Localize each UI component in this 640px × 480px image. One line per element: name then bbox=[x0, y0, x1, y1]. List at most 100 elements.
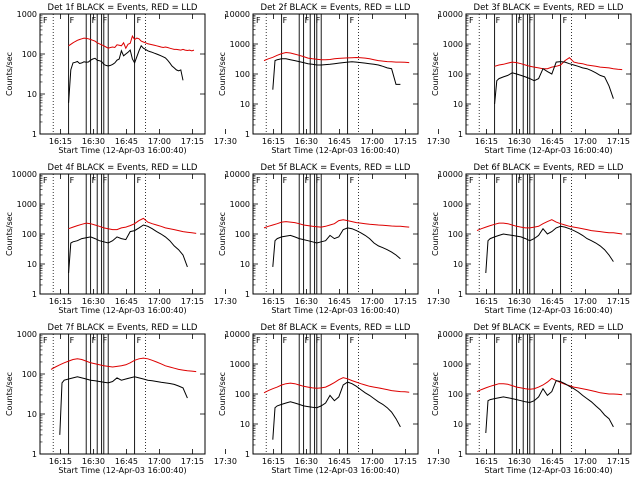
interval-label: F bbox=[529, 176, 534, 185]
chart-svg-8: Det 8f BLACK = Events, RED = LLD 1 10 100 10… bbox=[218, 323, 450, 475]
chart-panel-7: Det 7f BLACK = Events, RED = LLD 1 10 100 10… bbox=[0, 320, 237, 480]
interval-label: F bbox=[305, 16, 310, 25]
y-tick-label: 10000 bbox=[225, 170, 250, 179]
y-tick-label: 100 bbox=[235, 70, 250, 79]
interval-label: F bbox=[529, 336, 534, 345]
y-tick-label: 1000 bbox=[230, 360, 250, 369]
x-tick-label: 16:45 bbox=[541, 297, 564, 306]
interval-label: F bbox=[316, 336, 321, 345]
y-tick-label: 100 bbox=[448, 230, 463, 239]
plot-frame bbox=[252, 173, 419, 295]
interval-label: F bbox=[70, 176, 75, 185]
x-tick-label: 16:30 bbox=[82, 297, 105, 306]
series-line-lld bbox=[68, 34, 195, 52]
interval-label: F bbox=[137, 336, 142, 345]
y-tick-label: 100 bbox=[22, 370, 37, 379]
y-tick-label: 1 bbox=[458, 290, 463, 299]
chart-svg-2: Det 2f BLACK = Events, RED = LLD 1 10 100 10… bbox=[218, 3, 450, 155]
y-tick-label: 10 bbox=[240, 100, 250, 109]
interval-label: F bbox=[43, 336, 48, 345]
y-axis-label: Counts/sec bbox=[218, 212, 227, 256]
interval-label: F bbox=[563, 336, 568, 345]
x-tick-label: 16:45 bbox=[115, 137, 138, 146]
y-tick-label: 10000 bbox=[12, 170, 37, 179]
y-tick-label: 10000 bbox=[225, 10, 250, 19]
x-tick-label: 17:15 bbox=[607, 457, 630, 466]
x-axis-label: Start Time (12-Apr-03 16:00:40) bbox=[484, 146, 612, 155]
plot-frame bbox=[39, 173, 206, 295]
chart-panel-9: Det 9f BLACK = Events, RED = LLD 1 10 100 10… bbox=[426, 320, 640, 480]
x-tick-label: 17:00 bbox=[361, 137, 384, 146]
x-tick-label: 16:15 bbox=[262, 297, 285, 306]
series-line-events bbox=[494, 61, 614, 105]
x-tick-label: 16:45 bbox=[328, 457, 351, 466]
x-tick-label: 16:30 bbox=[508, 457, 531, 466]
y-axis-label: Counts/sec bbox=[5, 212, 14, 256]
interval-label: F bbox=[256, 176, 261, 185]
x-axis-label: Start Time (12-Apr-03 16:00:40) bbox=[58, 146, 186, 155]
interval-label: F bbox=[137, 16, 142, 25]
interval-label: F bbox=[496, 336, 501, 345]
chart-title: Det 1f BLACK = Events, RED = LLD bbox=[48, 3, 198, 13]
series-line-events bbox=[272, 58, 401, 90]
x-tick-label: 17:15 bbox=[394, 137, 417, 146]
y-tick-label: 100 bbox=[22, 50, 37, 59]
series-line-lld bbox=[68, 217, 197, 234]
interval-label: F bbox=[283, 176, 288, 185]
interval-label: F bbox=[103, 336, 108, 345]
interval-label: F bbox=[283, 336, 288, 345]
interval-label: F bbox=[518, 176, 523, 185]
series-line-lld bbox=[494, 57, 623, 71]
x-tick-label: 17:00 bbox=[361, 297, 384, 306]
x-tick-label: 16:45 bbox=[541, 457, 564, 466]
y-tick-label: 1000 bbox=[230, 200, 250, 209]
y-axis-label: Counts/sec bbox=[218, 52, 227, 96]
x-axis-label: Start Time (12-Apr-03 16:00:40) bbox=[271, 146, 399, 155]
plot-frame bbox=[252, 333, 419, 455]
x-tick-label: 17:00 bbox=[148, 297, 171, 306]
interval-label: F bbox=[469, 176, 474, 185]
interval-label: F bbox=[469, 336, 474, 345]
y-tick-label: 10 bbox=[240, 260, 250, 269]
y-tick-label: 10 bbox=[453, 420, 463, 429]
x-axis-label: Start Time (12-Apr-03 16:00:40) bbox=[484, 466, 612, 475]
x-tick-label: 16:15 bbox=[475, 457, 498, 466]
y-axis-label: Counts/sec bbox=[218, 372, 227, 416]
interval-label: F bbox=[92, 336, 97, 345]
y-tick-label: 1000 bbox=[443, 360, 463, 369]
y-axis-label: Counts/sec bbox=[431, 52, 440, 96]
interval-label: F bbox=[256, 336, 261, 345]
series-line-events bbox=[485, 380, 614, 434]
y-tick-label: 10000 bbox=[438, 330, 463, 339]
y-tick-label: 10 bbox=[27, 260, 37, 269]
y-axis-label: Counts/sec bbox=[431, 372, 440, 416]
y-tick-label: 10 bbox=[27, 410, 37, 419]
y-axis-label: Counts/sec bbox=[431, 212, 440, 256]
x-tick-label: 16:15 bbox=[49, 297, 72, 306]
y-axis-label: Counts/sec bbox=[5, 52, 14, 96]
y-tick-label: 1 bbox=[245, 450, 250, 459]
interval-label: F bbox=[350, 16, 355, 25]
x-tick-label: 17:15 bbox=[607, 297, 630, 306]
y-tick-label: 1000 bbox=[443, 40, 463, 49]
y-tick-label: 1 bbox=[32, 290, 37, 299]
chart-panel-5: Det 5f BLACK = Events, RED = LLD 1 10 100 10… bbox=[213, 160, 450, 320]
interval-label: F bbox=[305, 336, 310, 345]
plot-frame bbox=[39, 333, 206, 455]
chart-panel-8: Det 8f BLACK = Events, RED = LLD 1 10 100 10… bbox=[213, 320, 450, 480]
series-line-lld bbox=[476, 219, 623, 235]
chart-panel-3: Det 3f BLACK = Events, RED = LLD 1 10 100 10… bbox=[426, 0, 640, 160]
x-tick-label: 16:30 bbox=[295, 137, 318, 146]
interval-label: F bbox=[529, 16, 534, 25]
chart-panel-6: Det 6f BLACK = Events, RED = LLD 1 10 100 10… bbox=[426, 160, 640, 320]
interval-label: F bbox=[563, 16, 568, 25]
interval-label: F bbox=[496, 176, 501, 185]
interval-label: F bbox=[496, 16, 501, 25]
chart-svg-7: Det 7f BLACK = Events, RED = LLD 1 10 100 10… bbox=[5, 323, 237, 475]
x-tick-label: 17:15 bbox=[181, 137, 204, 146]
y-tick-label: 1000 bbox=[230, 40, 250, 49]
chart-title: Det 9f BLACK = Events, RED = LLD bbox=[474, 323, 624, 333]
series-line-lld bbox=[50, 357, 197, 373]
x-tick-label: 16:45 bbox=[328, 297, 351, 306]
